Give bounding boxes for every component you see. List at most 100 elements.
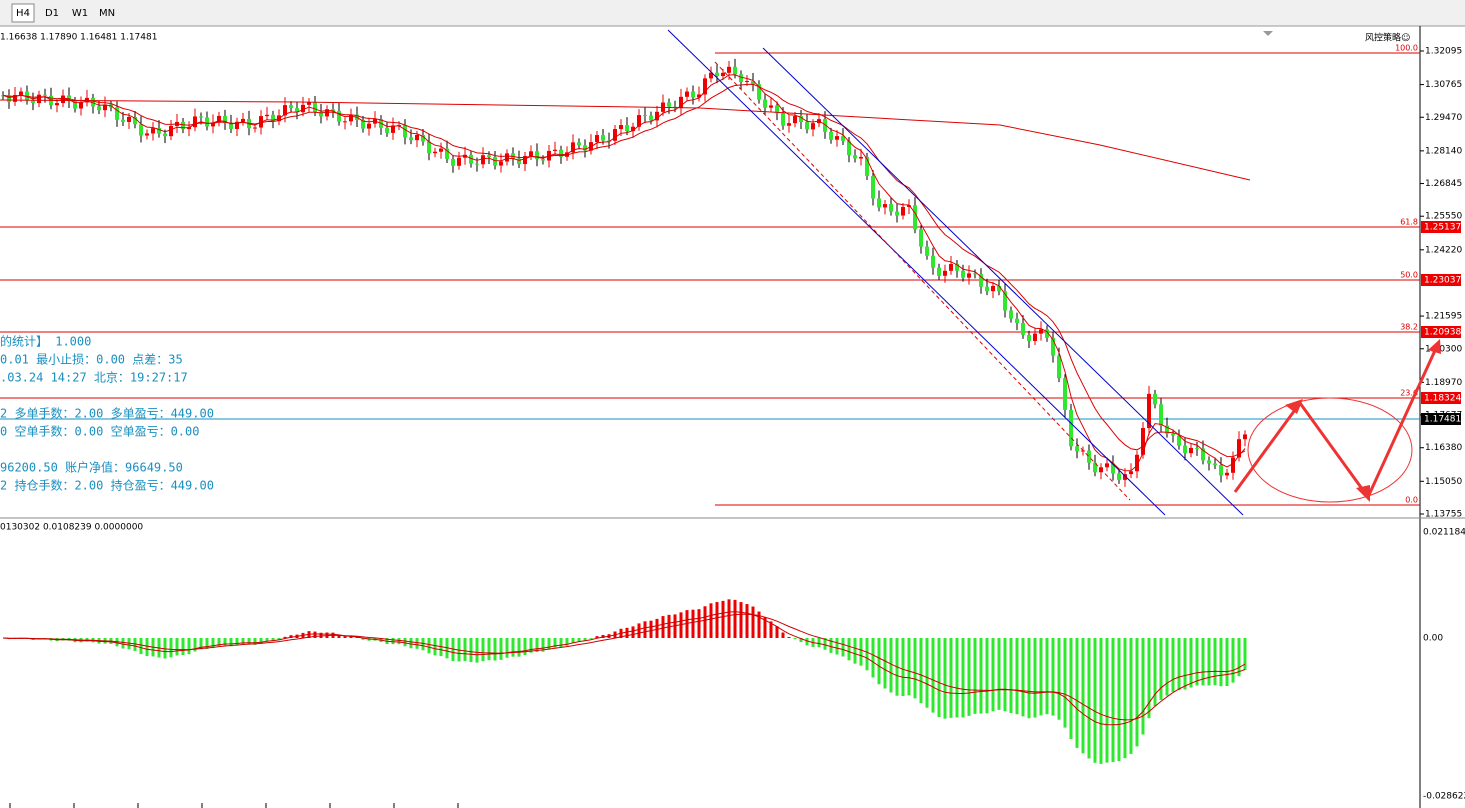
macd-bar — [937, 638, 941, 717]
macd-bar — [403, 638, 407, 647]
macd-bar — [1171, 638, 1175, 692]
price-label: 1.30765 — [1425, 80, 1462, 90]
tab[interactable]: H4 — [16, 8, 30, 19]
info-line: 2 多单手数：2.00 多单盈亏：449.00 — [0, 406, 214, 421]
macd-bar — [481, 638, 485, 662]
macd-bar — [223, 638, 227, 646]
candle — [265, 114, 269, 117]
macd-bar — [637, 623, 641, 638]
candle — [739, 74, 743, 83]
candle — [157, 128, 161, 134]
candle — [823, 119, 827, 132]
macd-bar — [955, 638, 959, 718]
candle — [811, 123, 815, 130]
macd-bar — [1219, 638, 1223, 687]
macd-bar — [1201, 638, 1205, 686]
macd-bar — [889, 638, 893, 693]
info-line: 0.01 最小止损：0.00 点差：35 — [0, 353, 183, 367]
candle — [115, 107, 119, 120]
price-tag — [1421, 326, 1461, 338]
candle — [625, 125, 629, 132]
macd-bar — [463, 638, 467, 662]
candle — [1153, 393, 1157, 405]
dropdown[interactable] — [1263, 31, 1273, 36]
price-tag-label: 1.23037 — [1424, 276, 1461, 286]
macd-bar — [967, 638, 971, 716]
candle — [13, 94, 17, 102]
macd-bar — [745, 604, 749, 638]
macd-bar — [1117, 638, 1121, 762]
tab[interactable]: D1 — [45, 8, 59, 19]
macd-bar — [871, 638, 875, 678]
candle — [991, 285, 995, 292]
fib-label: 38.2 — [1400, 323, 1418, 332]
candle — [289, 105, 293, 109]
macd-bar — [235, 638, 239, 646]
candle — [313, 101, 317, 113]
macd-bar — [865, 638, 869, 671]
tab[interactable]: MN — [99, 8, 115, 19]
fib-label: 50.0 — [1400, 271, 1418, 280]
candle — [751, 81, 755, 85]
macd-bar — [1159, 638, 1163, 700]
macd-bar — [121, 638, 125, 649]
candle — [253, 127, 257, 129]
candle — [775, 105, 779, 114]
macd-axis-label: 0.00 — [1423, 634, 1443, 644]
candle — [337, 110, 341, 122]
candle — [1123, 474, 1127, 480]
macd-bar — [511, 638, 515, 657]
macd-bar — [835, 638, 839, 655]
macd-bar — [487, 638, 491, 661]
macd-bar — [793, 638, 797, 640]
candle — [865, 156, 869, 177]
candle — [883, 204, 887, 208]
macd-bar — [319, 632, 323, 638]
candle — [853, 155, 857, 159]
candle — [637, 115, 641, 127]
candle — [163, 133, 167, 137]
candle — [889, 204, 893, 212]
candle — [757, 84, 761, 100]
candle — [499, 161, 503, 166]
macd-bar — [769, 621, 773, 638]
moving-average-long — [0, 99, 1251, 181]
candle — [37, 94, 41, 104]
macd-bar — [1237, 638, 1241, 677]
macd-bar — [841, 638, 845, 657]
macd-bar — [433, 638, 437, 656]
price-label: 1.13755 — [1425, 509, 1462, 519]
macd-bar — [193, 638, 197, 652]
candle — [295, 108, 299, 113]
candle — [601, 135, 605, 141]
candle — [1219, 465, 1223, 476]
macd-bar — [355, 637, 359, 638]
macd-bar — [1075, 638, 1079, 748]
macd-bar — [1207, 638, 1211, 686]
candle — [541, 159, 545, 161]
candle — [1165, 425, 1169, 434]
candle — [91, 97, 95, 107]
price-label: 1.21595 — [1425, 312, 1462, 322]
candle — [205, 117, 209, 127]
macd-bar — [589, 638, 593, 639]
info-line: 0 空单手数：0.00 空单盈亏：0.00 — [0, 424, 199, 439]
candle — [667, 102, 671, 107]
candle — [925, 246, 929, 256]
candle — [955, 264, 959, 271]
candle — [1075, 446, 1079, 452]
channel-line — [667, 29, 1166, 516]
toolbar — [0, 0, 1465, 26]
candle — [859, 156, 863, 159]
macd-bar — [787, 636, 791, 638]
tab[interactable]: W1 — [72, 8, 88, 19]
macd-bar — [241, 638, 245, 645]
candle — [745, 81, 749, 83]
macd-bar — [757, 611, 761, 638]
candle — [367, 123, 371, 129]
tab-active[interactable] — [11, 3, 35, 23]
candle — [781, 113, 785, 126]
price-label: 1.29470 — [1425, 113, 1462, 123]
candle — [487, 155, 491, 157]
